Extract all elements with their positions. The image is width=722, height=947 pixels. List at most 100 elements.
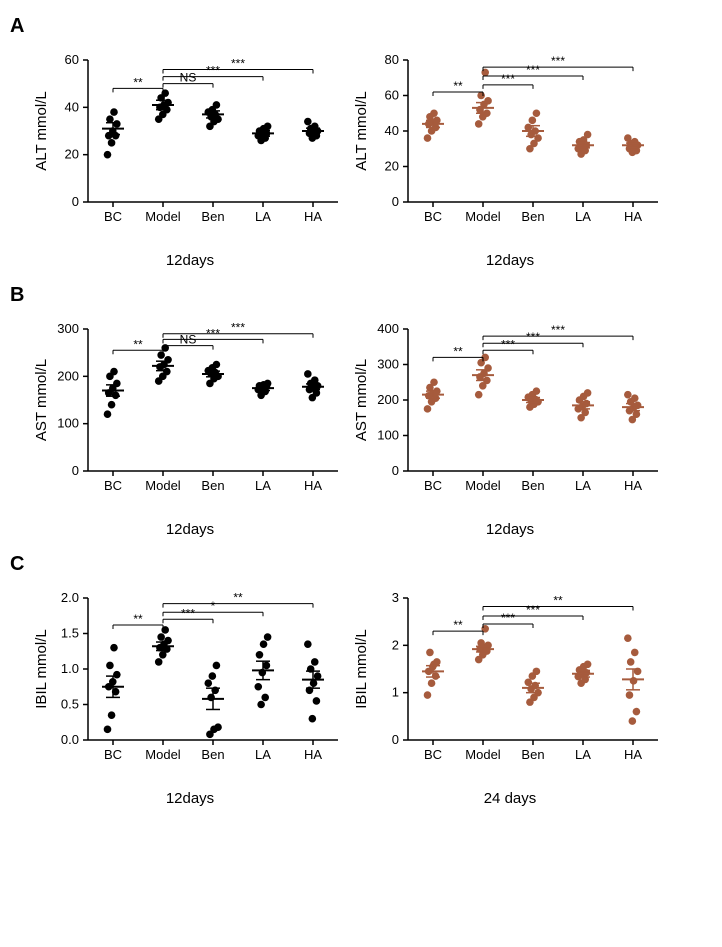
y-tick-label: 300 <box>377 357 399 372</box>
chart-wrap: 0204060BCModelBenLAHAALT mmol/L**NS*****… <box>30 10 350 269</box>
significance-label: *** <box>231 56 245 70</box>
x-tick-label: BC <box>104 747 122 762</box>
y-tick-label: 80 <box>385 52 399 67</box>
data-point <box>430 109 438 117</box>
data-point <box>631 394 639 402</box>
data-point <box>430 660 438 668</box>
data-point <box>428 679 436 687</box>
y-tick-label: 40 <box>385 123 399 138</box>
significance-label: *** <box>526 603 540 617</box>
data-point <box>256 651 264 659</box>
y-tick-label: 200 <box>57 368 79 383</box>
significance-label: ** <box>133 75 143 89</box>
data-point <box>533 668 541 676</box>
data-point <box>110 368 118 376</box>
significance-label: ** <box>133 612 143 626</box>
data-point <box>113 671 121 679</box>
significance-label: ** <box>453 344 463 358</box>
x-tick-label: Ben <box>201 478 224 493</box>
data-point <box>311 658 319 666</box>
data-point <box>629 717 637 725</box>
data-point <box>313 697 321 705</box>
data-point <box>584 389 592 397</box>
data-point <box>304 370 312 378</box>
data-point <box>304 118 312 126</box>
significance-label: ** <box>453 79 463 93</box>
panel-label: A <box>10 10 30 38</box>
significance-label: *** <box>526 330 540 344</box>
x-tick-label: BC <box>104 209 122 224</box>
data-point <box>163 368 171 376</box>
y-tick-label: 60 <box>65 52 79 67</box>
data-point <box>426 649 434 657</box>
x-tick-label: Ben <box>201 209 224 224</box>
y-tick-label: 400 <box>377 321 399 336</box>
data-point <box>213 101 221 109</box>
y-tick-label: 0 <box>72 463 79 478</box>
panel-row-B: B0100200300BCModelBenLAHAAST mmol/L**NS*… <box>10 279 712 538</box>
data-point <box>264 633 272 641</box>
x-tick-label: Ben <box>521 747 544 762</box>
data-point <box>108 711 116 719</box>
data-point <box>631 649 639 657</box>
data-point <box>110 644 118 652</box>
y-tick-label: 40 <box>65 99 79 114</box>
significance-label: *** <box>181 606 195 620</box>
y-axis-label: AST mmol/L <box>33 359 50 441</box>
data-point <box>164 356 172 364</box>
data-point <box>424 134 432 142</box>
data-point <box>213 361 221 369</box>
y-tick-label: 300 <box>57 321 79 336</box>
x-tick-label: HA <box>624 209 642 224</box>
data-point <box>304 640 312 648</box>
data-point <box>475 120 483 128</box>
x-tick-label: LA <box>575 209 591 224</box>
x-tick-label: BC <box>424 478 442 493</box>
significance-label: ** <box>233 591 243 605</box>
y-tick-label: 20 <box>385 159 399 174</box>
x-tick-label: Model <box>145 478 181 493</box>
data-point <box>104 410 112 418</box>
data-point <box>164 637 172 645</box>
data-point <box>110 108 118 116</box>
data-point <box>534 134 542 142</box>
x-tick-label: LA <box>255 747 271 762</box>
scatter-chart-B_left: 0100200300BCModelBenLAHAAST mmol/L**NS**… <box>30 279 350 519</box>
chart-wrap: 0123BCModelBenLAHAIBIL mmol/L**********2… <box>350 548 670 807</box>
chart-wrap: 020406080BCModelBenLAHAALT mmol/L*******… <box>350 10 670 269</box>
y-tick-label: 200 <box>377 392 399 407</box>
x-axis-label: 12days <box>166 790 214 807</box>
y-tick-label: 2 <box>392 637 399 652</box>
data-point <box>106 662 114 670</box>
data-point <box>104 151 112 159</box>
x-axis-label: 12days <box>486 521 534 538</box>
x-tick-label: Model <box>465 209 501 224</box>
data-point <box>627 658 635 666</box>
data-point <box>108 139 116 147</box>
data-point <box>204 679 212 687</box>
x-tick-label: Ben <box>521 478 544 493</box>
significance-label: *** <box>551 323 565 337</box>
x-tick-label: LA <box>255 209 271 224</box>
data-point <box>624 134 632 142</box>
y-axis-label: ALT mmol/L <box>353 91 370 170</box>
x-axis-label: 12days <box>166 521 214 538</box>
scatter-chart-B_right: 0100200300400BCModelBenLAHAAST mmol/L***… <box>350 279 670 519</box>
x-tick-label: Ben <box>521 209 544 224</box>
x-tick-label: BC <box>104 478 122 493</box>
x-axis-label: 12days <box>486 252 534 269</box>
x-tick-label: Model <box>145 747 181 762</box>
significance-label: *** <box>501 611 515 625</box>
significance-label: *** <box>501 337 515 351</box>
data-point <box>424 405 432 413</box>
significance-label: *** <box>501 72 515 86</box>
scatter-chart-A_left: 0204060BCModelBenLAHAALT mmol/L**NS*****… <box>30 10 350 250</box>
y-tick-label: 100 <box>57 416 79 431</box>
data-point <box>311 122 319 130</box>
panel-row-C: C0.00.51.01.52.0BCModelBenLAHAIBIL mmol/… <box>10 548 712 807</box>
x-tick-label: HA <box>304 747 322 762</box>
y-tick-label: 3 <box>392 590 399 605</box>
panel-label: C <box>10 548 30 576</box>
data-point <box>213 662 221 670</box>
data-point <box>624 391 632 399</box>
